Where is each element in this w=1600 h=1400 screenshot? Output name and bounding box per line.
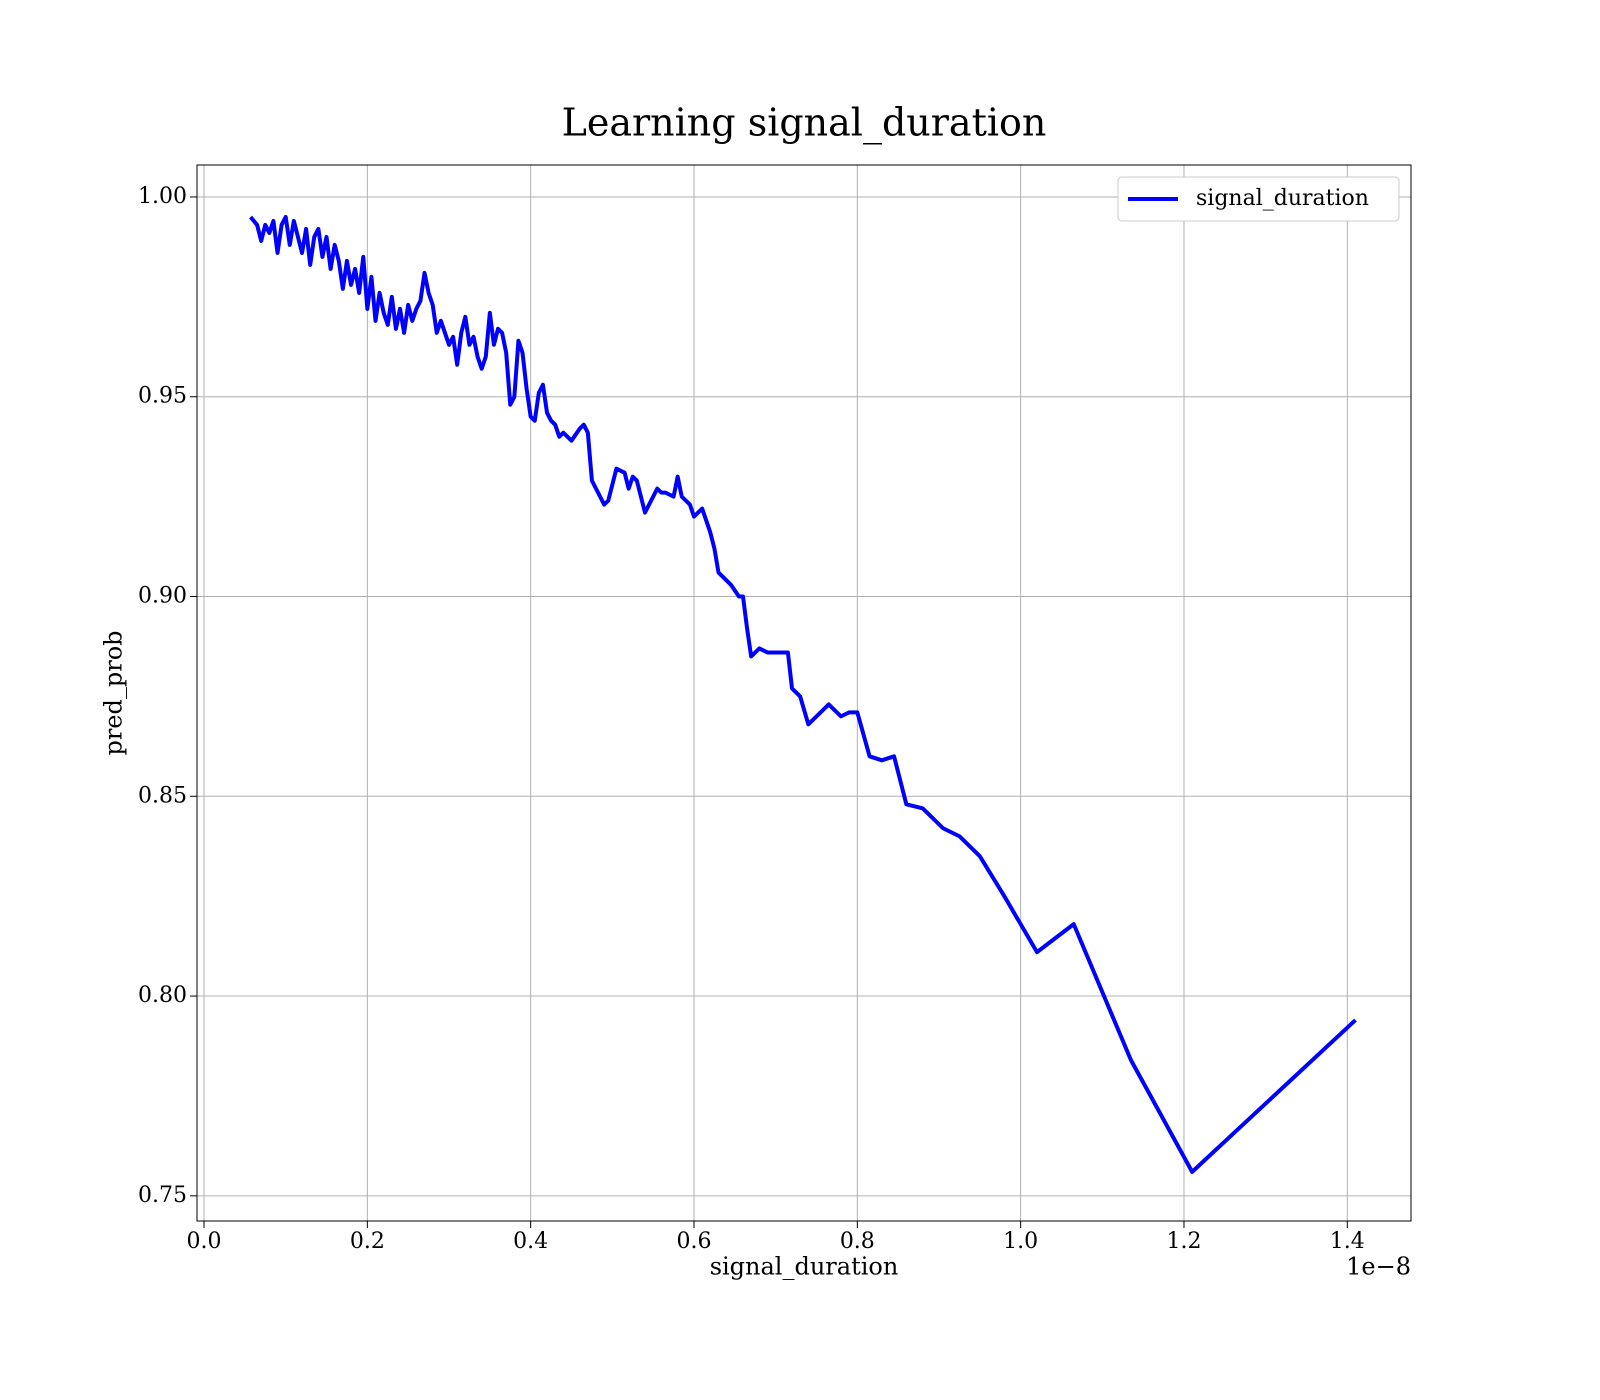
y-tick-label: 0.85 — [138, 783, 187, 808]
x-axis-label: signal_duration — [710, 1253, 899, 1281]
y-tick-label: 1.00 — [138, 184, 187, 209]
data-line — [249, 214, 1357, 1174]
x-tick-label: 0.8 — [840, 1229, 875, 1254]
plot-frame — [196, 164, 1412, 1222]
x-tick-label: 1.4 — [1330, 1229, 1365, 1254]
chart-title: Learning signal_duration — [562, 101, 1047, 146]
x-tick-label: 1.2 — [1166, 1229, 1201, 1254]
x-tick-label: 1.0 — [1003, 1229, 1038, 1254]
x-offset-label: 1e−8 — [1346, 1253, 1411, 1281]
x-tick-label: 0.2 — [350, 1229, 385, 1254]
legend-label: signal_duration — [1196, 186, 1369, 211]
legend-box — [1117, 176, 1400, 222]
x-tick-label: 0.0 — [187, 1229, 222, 1254]
y-tick-label: 0.90 — [138, 584, 187, 609]
y-tick-label: 0.80 — [138, 983, 187, 1008]
y-axis-label: pred_prob — [100, 630, 128, 755]
x-tick-label: 0.4 — [513, 1229, 548, 1254]
y-tick-label: 0.95 — [138, 384, 187, 409]
x-tick-label: 0.6 — [677, 1229, 712, 1254]
y-tick-label: 0.75 — [138, 1183, 187, 1208]
